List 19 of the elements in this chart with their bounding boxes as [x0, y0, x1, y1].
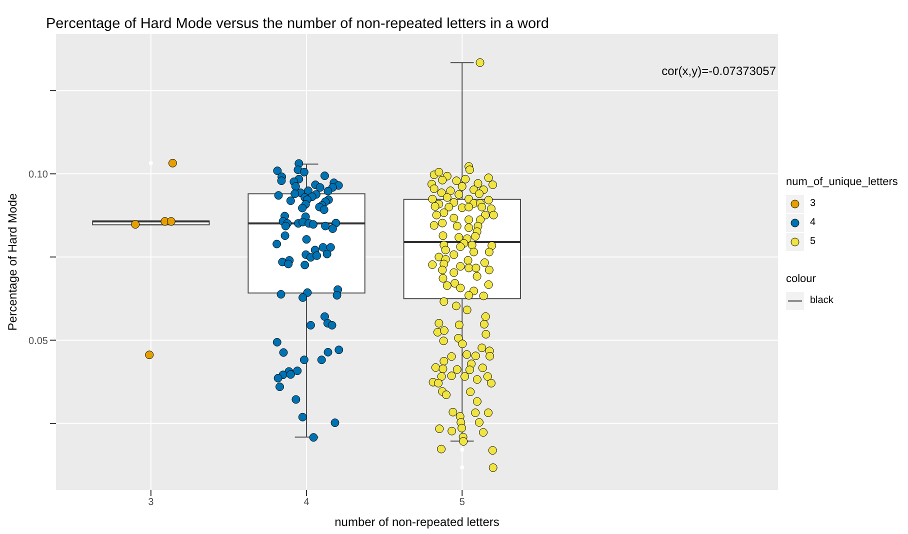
x-tick-label: 3	[148, 497, 154, 508]
point	[166, 217, 176, 226]
x-tick-label: 4	[304, 497, 310, 508]
text: colour	[786, 273, 817, 285]
annotation: cor(x,y)=-0.07373057	[662, 64, 776, 78]
x-tick-label: 5	[459, 497, 466, 508]
x-axis-title: number of non-repeated letters	[334, 515, 500, 529]
chart-title: Percentage of Hard Mode versus the number of non-repeated letters in a word	[46, 16, 549, 32]
y-tick-label: 0.10	[28, 169, 48, 180]
legend-label: 5	[810, 236, 816, 247]
point	[145, 350, 154, 360]
y-tick-label: 0.05	[28, 336, 48, 347]
point	[168, 158, 177, 168]
legend-label: 3	[810, 198, 816, 209]
legend-title: num_of_unique_letters	[786, 176, 898, 188]
y-axis-title: Percentage of Hard Mode	[5, 192, 20, 331]
point	[131, 220, 140, 229]
legend-label: 4	[810, 217, 816, 228]
legend-label: black	[810, 295, 834, 306]
